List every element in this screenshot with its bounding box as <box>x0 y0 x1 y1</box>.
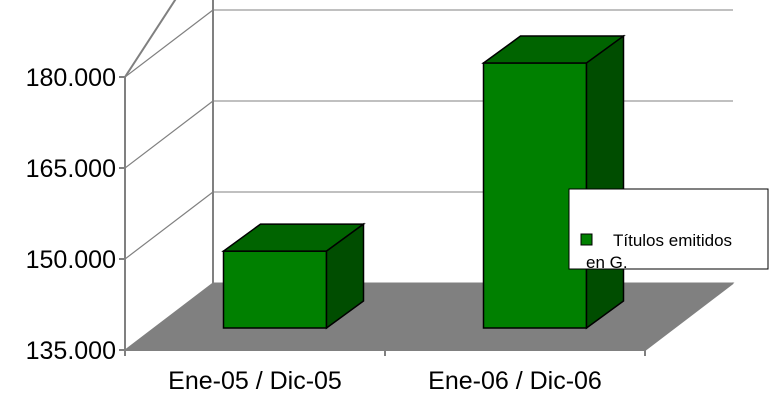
legend-swatch <box>580 233 593 246</box>
floor-right-edge <box>644 282 734 351</box>
bars <box>221 34 626 330</box>
bar-front-face <box>222 250 328 329</box>
side-wall-edge <box>124 0 177 78</box>
y-tick-label: 150.000 <box>26 246 116 274</box>
bar-side-face <box>325 222 365 330</box>
back-wall-edge <box>212 0 214 283</box>
gridline-side <box>124 100 214 169</box>
bar <box>221 222 366 330</box>
legend-box <box>568 188 769 270</box>
x-axis-ticks: Ene-05 / Dic-05 Ene-06 / Dic-06 <box>124 350 646 395</box>
legend: Títulos emitidos en G. <box>568 188 769 272</box>
gridline-side <box>124 191 214 260</box>
bar-side-face <box>585 34 625 330</box>
y-tick-label: 165.000 <box>26 155 116 183</box>
y-tick-label: 135.000 <box>26 337 116 365</box>
y-axis-ticks: 135.000 150.000 165.000 180.000 <box>26 64 125 365</box>
floor-plane <box>123 282 735 351</box>
legend-label: en G. <box>586 253 628 272</box>
y-tick-label: 180.000 <box>26 64 116 92</box>
gridline-side <box>124 9 214 78</box>
x-tick-label: Ene-06 / Dic-06 <box>428 367 602 395</box>
x-tick-label: Ene-05 / Dic-05 <box>168 367 342 395</box>
bar <box>481 34 626 330</box>
legend-label: Títulos emitidos <box>613 231 732 250</box>
